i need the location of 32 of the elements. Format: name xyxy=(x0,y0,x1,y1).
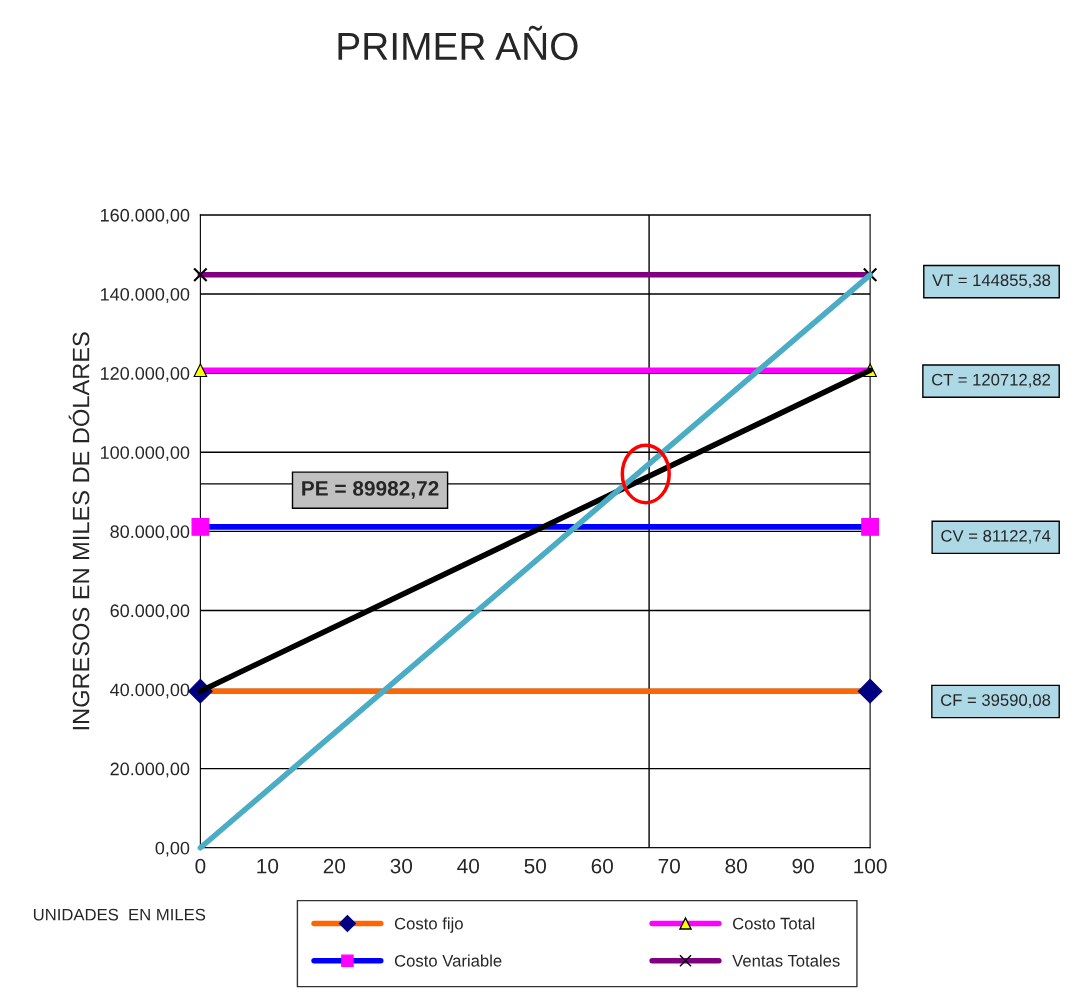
text: UNIDADES EN MILES xyxy=(33,908,206,921)
legend-label: Costo fijo xyxy=(394,917,463,933)
y-tick-label: 160.000,00 xyxy=(100,208,190,224)
y-tick-label: 140.000,00 xyxy=(100,287,190,303)
text: VT = 144855,38 xyxy=(932,274,1051,289)
x-tick-label: 20 xyxy=(323,858,346,874)
x-tick-label: 60 xyxy=(591,858,613,874)
x-tick-label: 80 xyxy=(725,858,747,874)
x-tick-label: 70 xyxy=(658,858,680,874)
x-tick-label: 40 xyxy=(457,858,480,874)
legend-label: Costo Variable xyxy=(394,954,502,967)
x-tick-label: 0 xyxy=(195,858,206,874)
y-tick-label: 40.000,00 xyxy=(110,683,190,699)
x-tick-label: 50 xyxy=(524,858,547,874)
legend-label: Ventas Totales xyxy=(732,954,840,967)
y-tick-label: 20.000,00 xyxy=(110,762,190,778)
text: CF = 39590,08 xyxy=(941,694,1051,708)
x-tick-label: 90 xyxy=(792,858,814,874)
y-tick-label: 80.000,00 xyxy=(110,525,190,541)
y-tick-label: 120.000,00 xyxy=(100,367,190,382)
y-tick-label: 0,00 xyxy=(155,841,190,857)
text: CV = 81122,74 xyxy=(941,529,1051,544)
x-tick-label: 30 xyxy=(390,858,413,874)
y-tick-label: 60.000,00 xyxy=(110,604,190,620)
text: CT = 120712,82 xyxy=(932,373,1051,388)
y-axis-title: INGRESOS EN MILES DE DÓLARES xyxy=(68,332,90,730)
x-tick-label: 10 xyxy=(257,858,279,874)
annotation: PE = 89982,72 xyxy=(302,481,439,499)
chart-title: PRIMER AÑO xyxy=(338,25,578,61)
x-tick-label: 100 xyxy=(854,858,887,874)
legend-label: Costo Total xyxy=(733,917,815,930)
y-tick-label: 100.000,00 xyxy=(100,446,190,462)
